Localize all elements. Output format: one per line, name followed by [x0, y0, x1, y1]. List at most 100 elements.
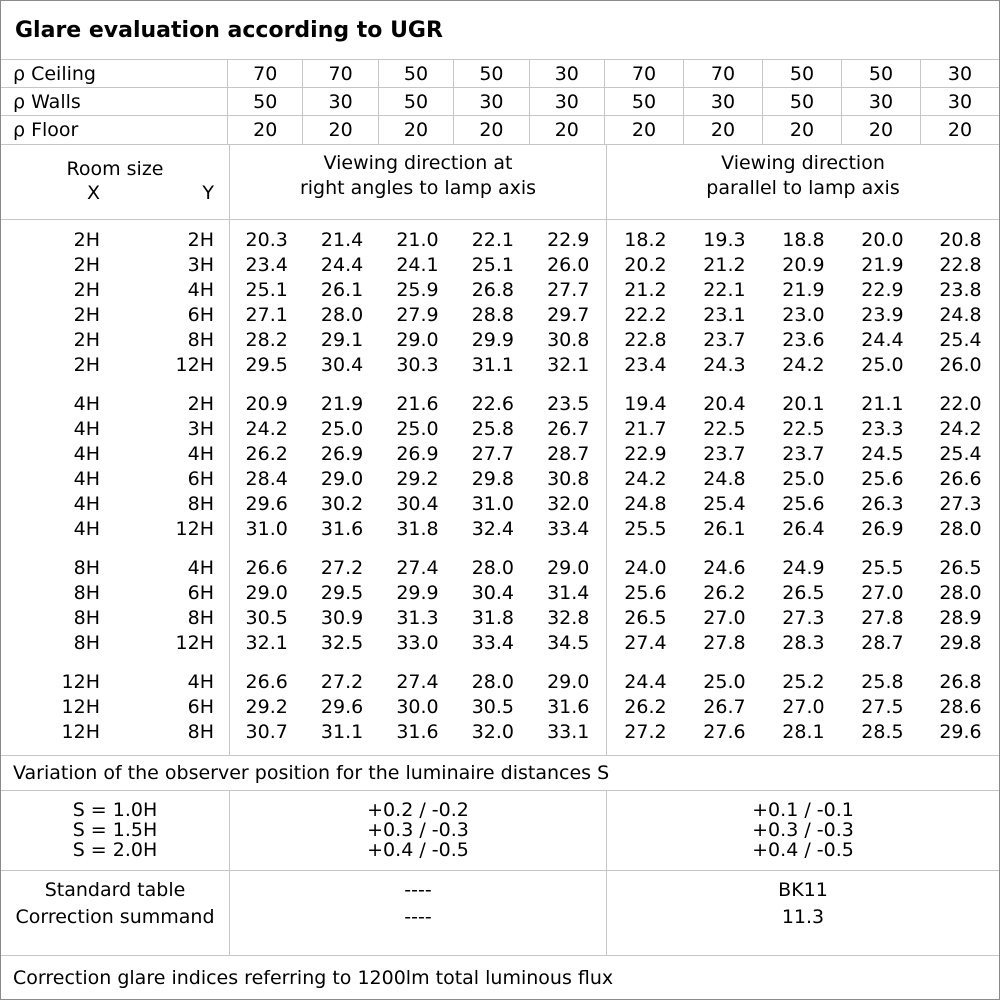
standard-table-value: ---- — [404, 879, 432, 901]
reflectance-value-cell: 20 — [604, 116, 683, 144]
ugr-value-cell: 21.4 — [320, 229, 364, 251]
room-x-cell: 8H — [73, 582, 100, 604]
ugr-value-cell: 21.7 — [624, 418, 667, 440]
reflectance-value-cell: 20 — [528, 116, 604, 144]
ugr-value-cell: 20.2 — [624, 254, 667, 276]
ugr-value-cell: 27.2 — [320, 557, 364, 579]
ugr-table-row: 8H 12H 32.1 32.5 33.0 33.4 34.5 27.4 27.8 28.3 28.… — [1, 631, 999, 656]
ugr-value-cell: 27.8 — [861, 607, 904, 629]
variation-note: Variation of the observer position for t… — [1, 755, 999, 790]
ugr-table-row: 4H 12H 31.0 31.6 31.8 32.4 33.4 25.5 26.1 26.4 26.… — [1, 517, 999, 542]
reflectance-value-cell: 50 — [453, 60, 528, 87]
ugr-value-cell: 28.0 — [471, 557, 515, 579]
ugr-value-cell: 25.8 — [861, 671, 904, 693]
room-y-cell: 12H — [175, 632, 214, 654]
ugr-value-cell: 21.9 — [861, 254, 904, 276]
correction-summand-value: 11.3 — [781, 906, 825, 928]
room-y-cell: 12H — [175, 354, 214, 376]
ugr-value-cell: 23.0 — [782, 304, 825, 326]
reflectance-value-cell: 70 — [604, 60, 683, 87]
ugr-table-row: 8H 4H 26.6 27.2 27.4 28.0 29.0 24.0 24.6 24.9 25.5… — [1, 556, 999, 581]
ugr-value-cell: 26.2 — [624, 696, 667, 718]
reflectance-value-cell: 50 — [604, 88, 683, 115]
ugr-value-cell: 28.7 — [547, 443, 590, 465]
ugr-value-cell: 32.5 — [320, 632, 364, 654]
ugr-value-cell: 20.1 — [782, 393, 825, 415]
ugr-value-cell: 22.9 — [861, 279, 904, 301]
reflectance-value-cell: 30 — [841, 88, 920, 115]
ugr-value-cell: 26.2 — [703, 582, 746, 604]
ugr-value-cell: 25.0 — [320, 418, 364, 440]
ugr-value-cell: 31.1 — [320, 721, 364, 743]
right-angles-header-line2: right angles to lamp axis — [299, 177, 537, 199]
summary-values-right-angles: ---- ---- — [229, 871, 606, 955]
reflectance-value-cell: 50 — [841, 60, 920, 87]
ugr-value-cell: 34.5 — [547, 632, 590, 654]
ugr-value-cell: 27.2 — [320, 671, 364, 693]
ugr-value-cell: 29.1 — [320, 329, 364, 351]
ugr-value-cell: 29.2 — [245, 696, 288, 718]
ugr-value-cell: 31.6 — [396, 721, 439, 743]
ugr-table-row: 8H 8H 30.5 30.9 31.3 31.8 32.8 26.5 27.0 27.3 27.8… — [1, 606, 999, 631]
ugr-value-cell: 26.5 — [939, 557, 982, 579]
room-size-header: Room size X Y — [1, 145, 229, 219]
ugr-value-cell: 28.8 — [471, 304, 515, 326]
s-value: +0.3 / -0.3 — [367, 819, 469, 841]
ugr-value-cell: 26.3 — [861, 493, 904, 515]
ugr-value-cell: 30.3 — [396, 354, 439, 376]
ugr-value-cell: 30.8 — [547, 468, 590, 490]
ugr-value-cell: 29.5 — [320, 582, 364, 604]
ugr-value-cell: 25.6 — [624, 582, 667, 604]
room-y-cell: 6H — [187, 582, 214, 604]
ugr-value-cell: 31.4 — [547, 582, 590, 604]
s-value: +0.1 / -0.1 — [752, 799, 854, 821]
s-spacing-values-right-angles: +0.2 / -0.2 +0.3 / -0.3 +0.4 / -0.5 — [229, 791, 606, 870]
ugr-value-cell: 24.4 — [861, 329, 904, 351]
reflectance-value-cell: 50 — [227, 88, 302, 115]
ugr-value-cell: 27.9 — [396, 304, 439, 326]
s-value: +0.4 / -0.5 — [752, 839, 854, 861]
room-y-cell: 3H — [187, 254, 214, 276]
ugr-value-cell: 22.6 — [471, 393, 515, 415]
room-size-title: Room size — [66, 158, 164, 180]
room-y-cell: 2H — [187, 229, 214, 251]
ugr-value-cell: 20.3 — [245, 229, 288, 251]
ugr-value-cell: 26.0 — [547, 254, 590, 276]
ugr-value-cell: 26.5 — [624, 607, 667, 629]
ugr-value-cell: 25.6 — [861, 468, 904, 490]
ugr-value-cell: 33.4 — [471, 632, 515, 654]
ugr-table-row: 4H 2H 20.9 21.9 21.6 22.6 23.5 19.4 20.4 20.1 21.1… — [1, 392, 999, 417]
ugr-value-cell: 32.4 — [471, 518, 515, 540]
ugr-value-cell: 25.0 — [861, 354, 904, 376]
reflectance-row-ceiling: ρ Ceiling 70 70 50 50 30 70 70 50 50 30 — [1, 60, 999, 88]
ugr-value-cell: 27.2 — [624, 721, 667, 743]
ugr-value-cell: 31.0 — [245, 518, 288, 540]
reflectance-value-cell: 30 — [528, 60, 604, 87]
room-x-cell: 2H — [73, 229, 100, 251]
reflectance-value-cell: 30 — [528, 88, 604, 115]
reflectance-value-cell: 20 — [227, 116, 302, 144]
ugr-value-cell: 24.4 — [624, 671, 667, 693]
s-value: +0.4 / -0.5 — [367, 839, 469, 861]
room-x-cell: 4H — [73, 468, 100, 490]
room-x-cell: 4H — [73, 443, 100, 465]
ugr-value-cell: 27.7 — [471, 443, 515, 465]
ugr-value-cell: 29.6 — [939, 721, 982, 743]
ugr-value-cell: 31.6 — [547, 696, 590, 718]
ugr-value-cell: 25.5 — [861, 557, 904, 579]
ugr-value-cell: 22.5 — [782, 418, 825, 440]
reflectance-values-floor: 20 20 20 20 20 20 20 20 20 20 — [227, 116, 999, 144]
room-x-cell: 8H — [73, 632, 100, 654]
ugr-value-cell: 27.0 — [703, 607, 746, 629]
ugr-value-cell: 24.4 — [320, 254, 364, 276]
ugr-table-row: 2H 3H 23.4 24.4 24.1 25.1 26.0 20.2 21.2 20.9 21.9… — [1, 253, 999, 278]
ugr-table-row: 2H 4H 25.1 26.1 25.9 26.8 27.7 21.2 22.1 21.9 22.9… — [1, 278, 999, 303]
ugr-value-cell: 23.3 — [861, 418, 904, 440]
ugr-value-cell: 25.1 — [471, 254, 515, 276]
ugr-value-cell: 23.6 — [782, 329, 825, 351]
ugr-value-cell: 26.1 — [320, 279, 364, 301]
ugr-value-cell: 31.6 — [320, 518, 364, 540]
ugr-value-cell: 24.6 — [703, 557, 746, 579]
room-x-cell: 12H — [61, 671, 100, 693]
ugr-value-cell: 26.7 — [547, 418, 590, 440]
